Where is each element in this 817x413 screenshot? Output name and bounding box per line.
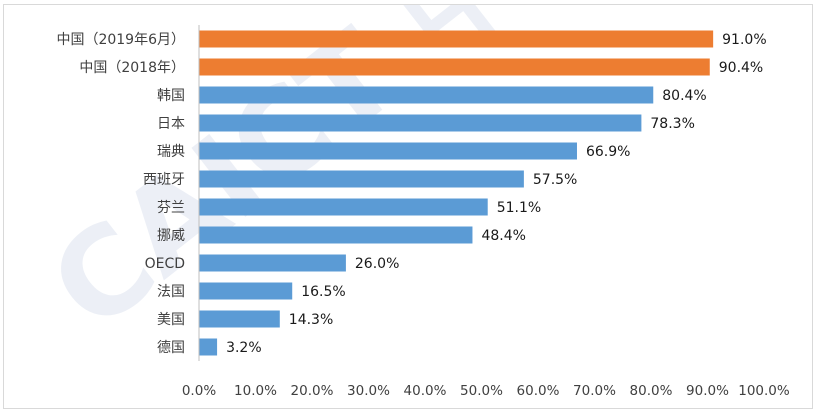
bar <box>199 226 473 244</box>
category-label: 日本 <box>157 116 185 132</box>
category-label: 瑞典 <box>157 144 185 160</box>
category-label: 韩国 <box>157 88 185 104</box>
bar-chart: CAICT 中国信通院 中国（2019年6月）中国（2018年）韩国日本瑞典西班… <box>26 5 812 399</box>
bar <box>199 58 710 76</box>
category-label: 中国（2018年） <box>79 60 185 76</box>
category-label: 美国 <box>157 312 185 328</box>
bar <box>199 114 642 132</box>
bar <box>199 142 577 160</box>
value-label: 51.1% <box>497 200 541 216</box>
x-tick-label: 70.0% <box>573 383 616 399</box>
value-label: 3.2% <box>226 340 262 356</box>
chart-frame: CAICT 中国信通院 中国（2019年6月）中国（2018年）韩国日本瑞典西班… <box>3 4 813 409</box>
x-tick-label: 60.0% <box>517 383 560 399</box>
bar <box>199 30 714 48</box>
bar <box>199 170 524 188</box>
value-label: 26.0% <box>355 256 399 272</box>
x-tick-label: 20.0% <box>291 383 334 399</box>
category-label: 法国 <box>157 284 185 300</box>
x-tick-label: 50.0% <box>460 383 503 399</box>
category-label: OECD <box>145 256 185 272</box>
x-tick-label: 100.0% <box>738 383 790 399</box>
x-tick-label: 10.0% <box>234 383 277 399</box>
value-labels: 91.0% 90.4% 80.4% 78.3% 66.9% 57.5% 51.1% 48.4%… <box>226 32 767 356</box>
bar <box>199 282 293 300</box>
x-tick-label: 40.0% <box>404 383 447 399</box>
bar <box>199 198 488 216</box>
x-tick-labels: 0.0% 10.0% 20.0% 30.0% 40.0% 50.0% 60.0% 70.0% 8… <box>182 383 790 399</box>
x-tick-label: 90.0% <box>686 383 729 399</box>
bar <box>199 254 346 272</box>
value-label: 16.5% <box>301 284 345 300</box>
x-tick-label: 80.0% <box>630 383 673 399</box>
bars-group <box>199 30 714 356</box>
value-label: 78.3% <box>650 116 694 132</box>
value-label: 91.0% <box>722 32 766 48</box>
x-tick-label: 30.0% <box>347 383 390 399</box>
x-tick-label: 0.0% <box>182 383 216 399</box>
category-label: 挪威 <box>157 228 185 244</box>
bar <box>199 86 654 104</box>
bar <box>199 338 218 356</box>
value-label: 14.3% <box>289 312 333 328</box>
bar <box>199 310 280 328</box>
value-label: 80.4% <box>662 88 706 104</box>
value-label: 57.5% <box>533 172 577 188</box>
value-label: 48.4% <box>481 228 525 244</box>
category-label: 德国 <box>157 340 185 356</box>
value-label: 90.4% <box>719 60 763 76</box>
category-label: 中国（2019年6月） <box>56 32 185 48</box>
value-label: 66.9% <box>586 144 630 160</box>
category-label: 西班牙 <box>143 172 185 188</box>
category-label: 芬兰 <box>157 200 185 216</box>
